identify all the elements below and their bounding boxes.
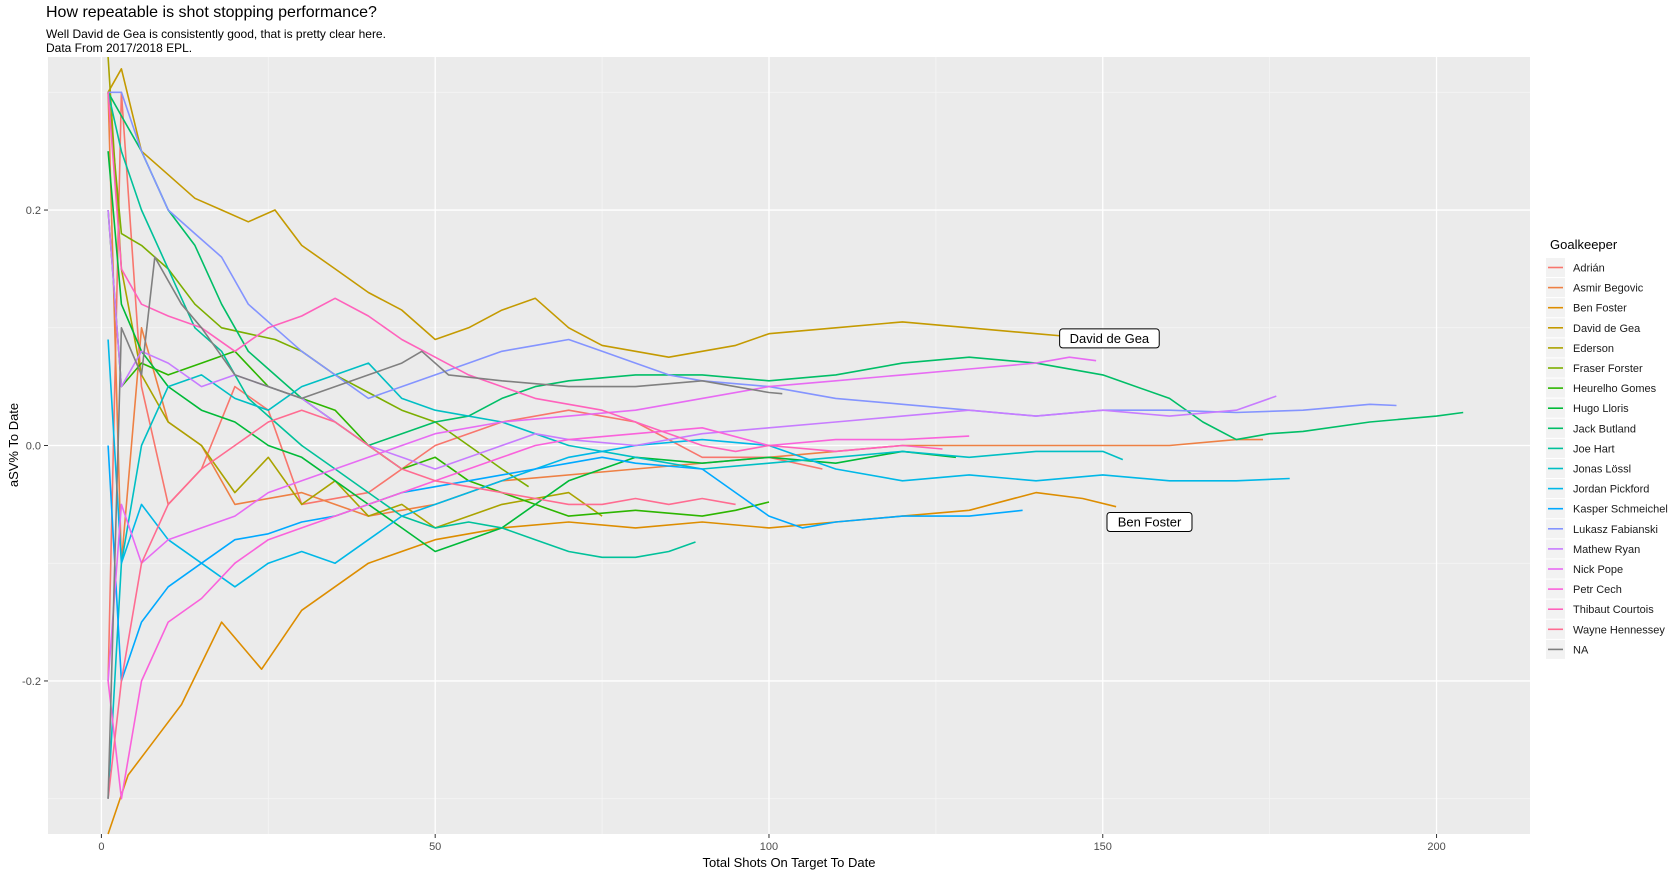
legend-item: Kasper Schmeichel — [1546, 499, 1668, 519]
legend-item: Joe Hart — [1546, 438, 1615, 458]
legend-item: Ben Foster — [1546, 298, 1627, 318]
legend-item: Hugo Lloris — [1546, 398, 1629, 418]
legend-item: Adrián — [1546, 258, 1605, 277]
legend-label: Joe Hart — [1573, 443, 1615, 455]
y-tick-label: 0.0 — [26, 441, 41, 453]
y-tick-label: -0.2 — [22, 676, 41, 688]
legend-item: NA — [1546, 639, 1589, 659]
series-line-2 — [107, 491, 1117, 835]
legend-label: Mathew Ryan — [1573, 544, 1640, 556]
legend-item: Wayne Hennessey — [1546, 619, 1665, 639]
annotation-box — [1106, 512, 1193, 533]
legend-item: Jonas Lössl — [1546, 459, 1631, 478]
subtitle-line-2: Data From 2017/2018 EPL. — [46, 41, 193, 55]
legend-label: Jordan Pickford — [1573, 484, 1649, 496]
legend-label: Asmir Begovic — [1573, 283, 1644, 295]
subtitle-line-1: Well David de Gea is consistently good, … — [46, 27, 386, 41]
annotation-layer: David de Gea Ben Foster — [1059, 328, 1193, 533]
annotation-label: Ben Foster — [1106, 512, 1193, 533]
x-tick-label: 0 — [98, 841, 104, 853]
series-line-9 — [107, 92, 696, 559]
legend-label: Jack Butland — [1573, 423, 1636, 435]
series-line-18 — [107, 409, 736, 799]
series-line-16 — [107, 427, 970, 800]
chart-subtitle: Well David de Gea is consistently good, … — [46, 27, 386, 55]
legend-label: Jonas Lössl — [1573, 464, 1631, 476]
legend-item: Ederson — [1546, 338, 1614, 358]
legend-item: Thibaut Courtois — [1546, 599, 1654, 619]
x-tick-label: 150 — [1094, 841, 1112, 853]
series-line-7 — [107, 151, 956, 553]
legend-title: Goalkeeper — [1550, 237, 1618, 252]
annotation-box — [1059, 328, 1160, 349]
legend-label: Fraser Forster — [1573, 363, 1643, 375]
x-tick-label: 100 — [760, 841, 778, 853]
legend-label: Nick Pope — [1573, 564, 1623, 576]
legend-item: Fraser Forster — [1546, 358, 1643, 378]
legend-label: Ben Foster — [1573, 303, 1627, 315]
annotation-text: David de Gea — [1070, 331, 1150, 346]
chart-title: How repeatable is shot stopping performa… — [46, 4, 377, 21]
legend-label: Heurelho Gomes — [1573, 383, 1657, 395]
legend-item: Asmir Begovic — [1546, 278, 1644, 298]
legend-label: Hugo Lloris — [1573, 403, 1629, 415]
y-tick-label: 0.2 — [26, 205, 41, 217]
legend-items: Adrián Asmir Begovic Ben Foster David de Ge… — [1546, 258, 1668, 659]
legend-item: Mathew Ryan — [1546, 539, 1640, 559]
legend-label: Lukasz Fabianski — [1573, 524, 1658, 536]
legend-item: Nick Pope — [1546, 559, 1623, 579]
legend-item: Heurelho Gomes — [1546, 378, 1657, 398]
series-line-12 — [107, 445, 1023, 682]
y-axis-title: aSV% To Date — [6, 403, 21, 487]
annotation-text: Ben Foster — [1118, 515, 1182, 530]
legend-label: Thibaut Courtois — [1573, 604, 1654, 616]
legend: Goalkeeper Adrián Asmir Begovic Ben Foster… — [1546, 237, 1668, 659]
series-line-11 — [107, 339, 1290, 588]
legend-item: Jordan Pickford — [1546, 479, 1649, 499]
legend-item: David de Gea — [1546, 318, 1641, 338]
legend-label: NA — [1573, 644, 1589, 656]
x-tick-label: 50 — [429, 841, 441, 853]
legend-label: Adrián — [1573, 263, 1605, 275]
series-line-19 — [107, 256, 783, 799]
series-line-3 — [107, 68, 1063, 358]
legend-label: Kasper Schmeichel — [1573, 504, 1668, 516]
legend-label: Ederson — [1573, 343, 1614, 355]
legend-item: Petr Cech — [1546, 579, 1622, 599]
x-axis-title: Total Shots On Target To Date — [703, 855, 876, 870]
x-tick-label: 200 — [1427, 841, 1445, 853]
series-layer — [107, 56, 1464, 835]
legend-item: Jack Butland — [1546, 418, 1636, 438]
annotation-label: David de Gea — [1059, 328, 1160, 349]
legend-label: Petr Cech — [1573, 584, 1622, 596]
legend-item: Lukasz Fabianski — [1546, 519, 1658, 539]
series-line-8 — [107, 91, 1464, 447]
axes-layer: 0 50 100 150 200 -0.2 0.0 0.2 — [22, 205, 1446, 853]
series-line-15 — [107, 356, 1097, 682]
legend-label: David de Gea — [1573, 323, 1641, 335]
series-line-14 — [107, 209, 1277, 470]
legend-label: Wayne Hennessey — [1573, 624, 1665, 636]
